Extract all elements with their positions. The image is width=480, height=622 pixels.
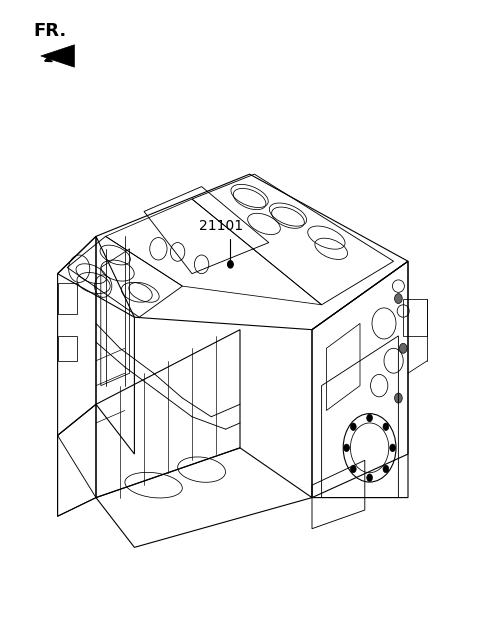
Circle shape [383,423,389,430]
Text: 21101: 21101 [199,219,243,233]
Circle shape [350,465,356,473]
Circle shape [383,465,389,473]
Text: FR.: FR. [34,22,67,40]
Circle shape [228,261,233,268]
Circle shape [395,294,402,304]
Circle shape [395,393,402,403]
Circle shape [367,474,372,481]
Circle shape [399,343,407,353]
Polygon shape [41,45,74,67]
Circle shape [367,414,372,422]
Circle shape [350,423,356,430]
Circle shape [390,444,396,452]
Circle shape [344,444,349,452]
